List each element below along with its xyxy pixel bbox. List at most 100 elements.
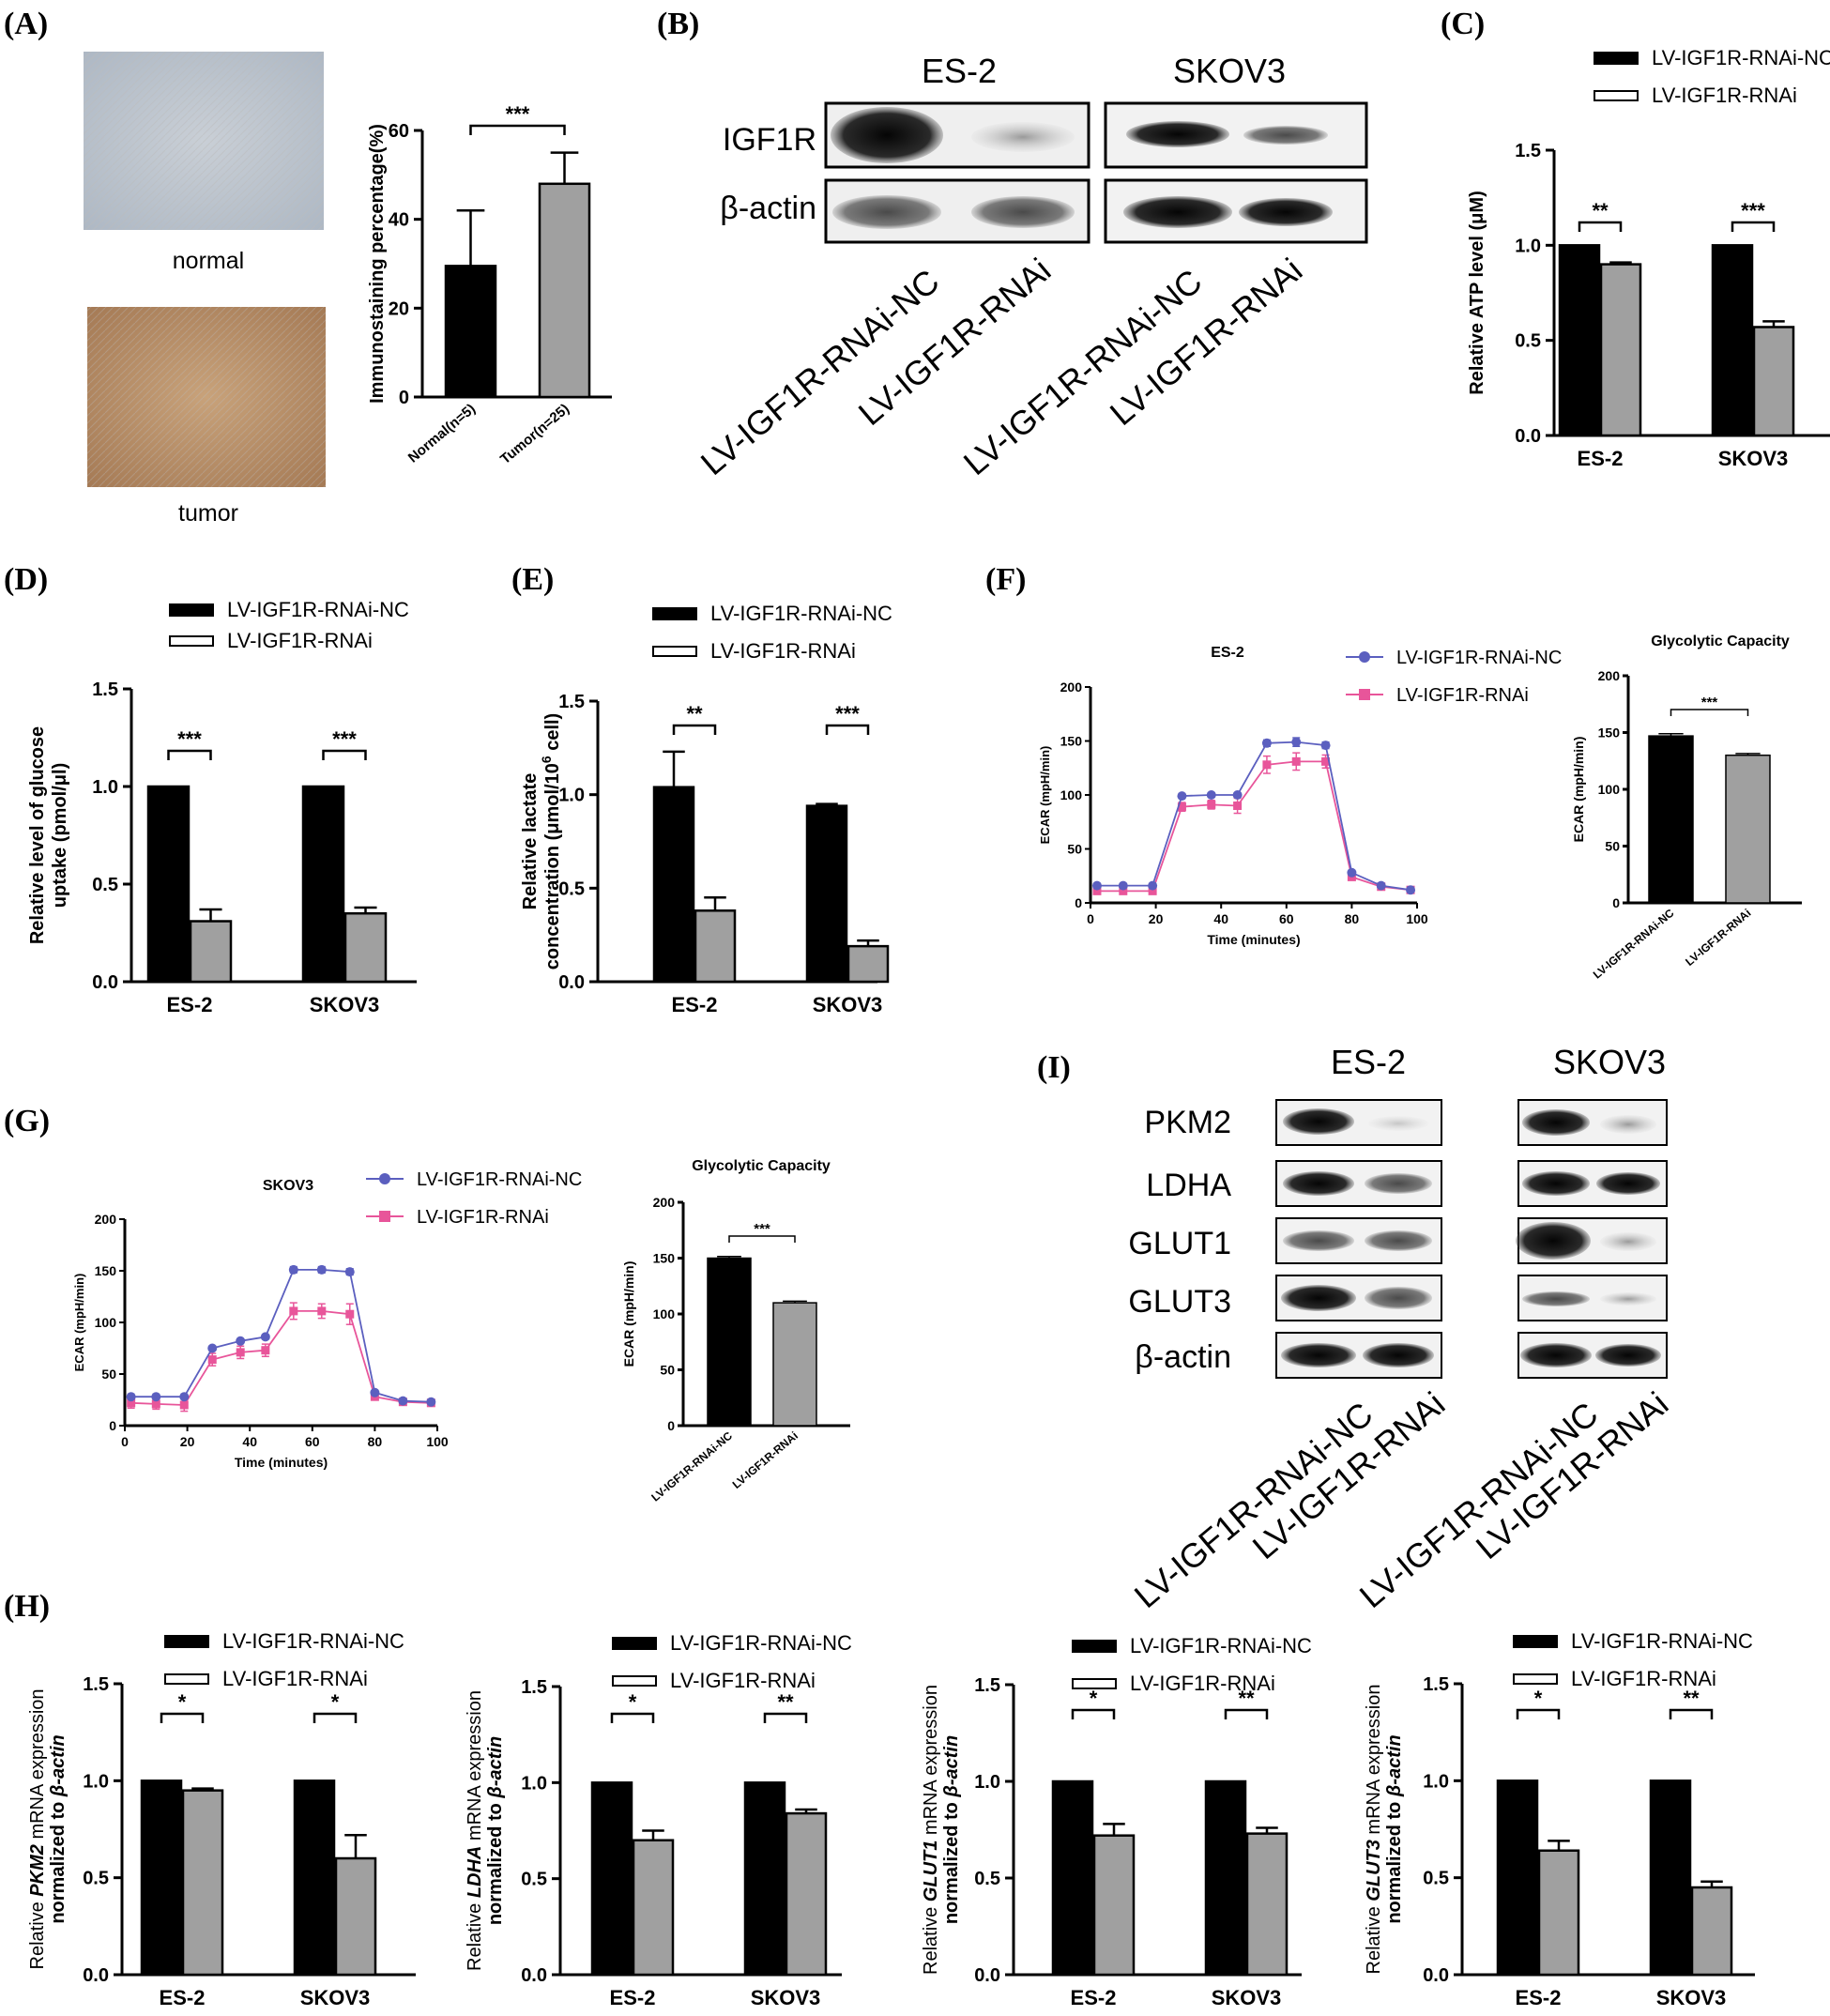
blot-band xyxy=(971,196,1075,228)
bar xyxy=(707,1257,752,1427)
bar xyxy=(538,182,591,399)
normal-caption: normal xyxy=(173,248,244,274)
y-tick-label: 1.0 xyxy=(92,777,118,798)
blot-band xyxy=(1365,1230,1432,1251)
legend-label-rnai: LV-IGF1R-RNAi xyxy=(710,639,856,663)
y-tick-label: 0.0 xyxy=(974,1965,1000,1986)
significance-marker: * xyxy=(178,1690,187,1714)
legend-label-rnai: LV-IGF1R-RNAi xyxy=(1396,685,1529,706)
x-axis-label: Time (minutes) xyxy=(235,1455,328,1470)
y-tick-label: 0 xyxy=(667,1418,675,1433)
legend-label-nc: LV-IGF1R-RNAi-NC xyxy=(1652,46,1830,69)
bar xyxy=(334,1856,377,1977)
bar xyxy=(1648,735,1694,904)
blot-band xyxy=(1595,1344,1661,1367)
legend-swatch-rnai xyxy=(652,646,697,657)
tumor-caption: tumor xyxy=(178,500,238,527)
series-line-rnai xyxy=(1097,760,1411,893)
x-category-label: SKOV3 xyxy=(813,993,883,1016)
legend-marker-rnai xyxy=(1359,689,1370,700)
significance-bracket xyxy=(167,749,212,760)
bar xyxy=(652,786,695,984)
legend-label-rnai: LV-IGF1R-RNAi xyxy=(670,1669,816,1692)
x-tick-label: 40 xyxy=(1213,911,1228,926)
bar xyxy=(1599,263,1642,437)
y-tick-label: 150 xyxy=(1060,734,1083,749)
y-tick-label: 200 xyxy=(653,1195,676,1210)
data-point xyxy=(1232,790,1243,800)
legend-swatch-nc xyxy=(612,1637,657,1650)
data-point xyxy=(261,1346,270,1355)
blot-band xyxy=(1283,1171,1354,1196)
x-category-label: LV-IGF1R-RNAi-NC xyxy=(648,1428,735,1504)
y-tick-label: 100 xyxy=(1060,787,1083,802)
data-point xyxy=(1207,800,1216,809)
blot-band xyxy=(1283,1230,1354,1251)
y-axis-label: normalized to β-actin xyxy=(48,1734,69,1923)
bar xyxy=(146,785,191,984)
blot-band xyxy=(1516,1222,1591,1260)
blot-band xyxy=(1126,121,1229,147)
y-axis-label: Relative GLUT1 mRNA expression xyxy=(921,1685,941,1975)
legend-swatch-nc xyxy=(1072,1640,1117,1653)
y-tick-label: 1.5 xyxy=(1515,141,1541,161)
blot-band xyxy=(1243,126,1328,145)
significance-bracket xyxy=(160,1712,205,1723)
significance-marker: *** xyxy=(835,702,860,725)
blot-band xyxy=(1522,1109,1590,1136)
x-category-label: ES-2 xyxy=(610,1986,656,2009)
legend-label-nc: LV-IGF1R-RNAi-NC xyxy=(670,1631,852,1655)
blot-band xyxy=(1239,198,1333,226)
significance-bracket xyxy=(1578,221,1623,232)
y-tick-label: 0.0 xyxy=(521,1965,547,1986)
y-axis-label: ECAR (mpH/min) xyxy=(621,1261,636,1367)
y-tick-label: 0 xyxy=(109,1418,116,1433)
significance-marker: * xyxy=(1090,1687,1098,1710)
data-point xyxy=(236,1348,245,1357)
legend-label-nc: LV-IGF1R-RNAi-NC xyxy=(1130,1634,1312,1657)
bar xyxy=(694,909,737,984)
chart-e-lactate: 0.0 0.5 1.0 1.5 ES-2 ** SKOV3 *** Relative lacta… xyxy=(520,602,892,1016)
x-category-label: SKOV3 xyxy=(1212,1986,1282,2009)
significance-marker: ** xyxy=(1592,199,1609,222)
legend-label-rnai: LV-IGF1R-RNAi xyxy=(417,1207,549,1228)
y-tick-label: 1.0 xyxy=(521,1773,547,1794)
x-tick-label: 80 xyxy=(1345,911,1360,926)
chart-title: SKOV3 xyxy=(263,1178,313,1194)
legend-label-rnai: LV-IGF1R-RNAi xyxy=(1652,84,1797,107)
y-tick-label: 0 xyxy=(399,388,409,408)
y-tick-label: 100 xyxy=(653,1306,676,1321)
y-tick-label: 0.0 xyxy=(83,1965,109,1986)
data-point xyxy=(288,1264,298,1275)
y-axis-label: ECAR (mpH/min) xyxy=(1038,746,1052,845)
chart-g-ecar-skov3: 0 50 100 150 200 0 20 40 60 80 100 Time (minutes) EC… xyxy=(72,1169,582,1470)
y-axis-label: Relative GLUT3 mRNA expression xyxy=(1364,1685,1384,1975)
y-tick-label: 0.5 xyxy=(92,875,118,895)
data-point xyxy=(1320,741,1331,751)
significance-marker: *** xyxy=(332,727,357,751)
data-point xyxy=(1291,737,1302,747)
x-tick-label: 0 xyxy=(121,1434,129,1449)
x-tick-label: 100 xyxy=(426,1434,449,1449)
y-axis-label: Relative level of glucose xyxy=(27,726,48,944)
y-tick-label: 1.0 xyxy=(974,1772,1000,1793)
significance-bracket xyxy=(825,724,870,735)
panel-label-e: (E) xyxy=(511,562,554,597)
bar xyxy=(1752,326,1795,437)
x-category-label: Tumor(n=25) xyxy=(497,401,572,467)
x-category-label: SKOV3 xyxy=(300,1986,371,2009)
x-category-label: ES-2 xyxy=(167,993,213,1016)
x-tick-label: 60 xyxy=(305,1434,320,1449)
y-tick-label: 0.5 xyxy=(1515,331,1541,352)
data-point xyxy=(179,1392,190,1402)
blot-band xyxy=(1281,1285,1356,1311)
legend-label-nc: LV-IGF1R-RNAi-NC xyxy=(417,1169,582,1190)
data-point xyxy=(1291,756,1301,766)
bar xyxy=(1725,754,1771,904)
significance-bracket xyxy=(728,1235,796,1243)
data-point xyxy=(1261,738,1272,748)
data-point xyxy=(370,1387,380,1397)
blot-i-row-ldha: LDHA xyxy=(1146,1168,1231,1203)
bar xyxy=(590,1781,633,1977)
chart-f-ecar-es2: 0 50 100 150 200 0 20 40 60 80 100 Time (minutes) EC… xyxy=(1038,645,1562,947)
